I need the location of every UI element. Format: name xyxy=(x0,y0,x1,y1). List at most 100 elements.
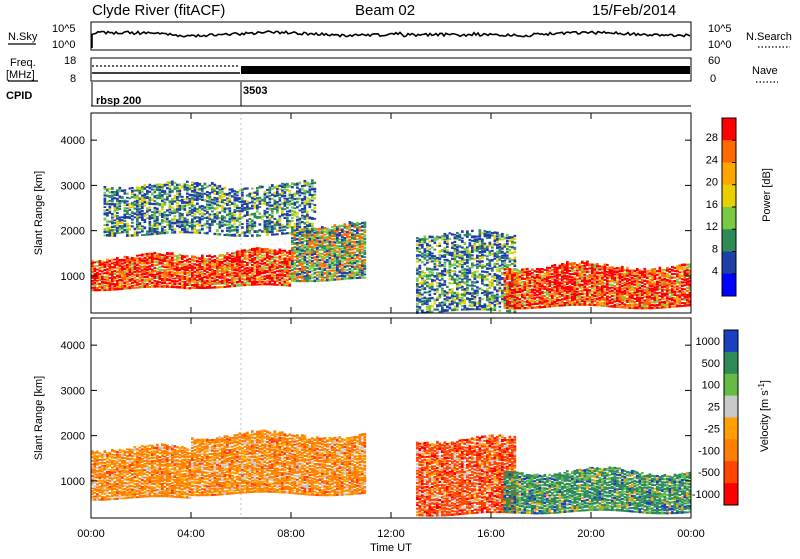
range-cell xyxy=(621,283,624,285)
range-cell xyxy=(416,258,419,260)
range-cell xyxy=(286,258,289,261)
range-cell xyxy=(479,229,482,232)
range-cell xyxy=(141,262,144,265)
range-cell xyxy=(519,270,522,272)
range-cell xyxy=(454,234,457,236)
range-cell xyxy=(534,307,537,309)
range-cell xyxy=(249,266,252,268)
range-cell xyxy=(654,275,657,278)
range-cell xyxy=(686,264,689,266)
range-cell xyxy=(149,278,152,280)
range-cell xyxy=(191,280,194,282)
range-cell xyxy=(636,294,639,296)
range-cell xyxy=(494,304,497,307)
range-cell xyxy=(174,186,177,188)
range-cell xyxy=(251,248,254,251)
range-cell xyxy=(136,260,139,263)
station-title: Clyde River (fitACF) xyxy=(92,2,225,19)
range-cell xyxy=(444,290,447,292)
range-cell xyxy=(359,223,362,225)
range-cell xyxy=(534,280,537,282)
range-cell xyxy=(469,292,472,295)
range-cell xyxy=(106,282,109,285)
range-cell xyxy=(496,280,499,283)
range-cell xyxy=(684,270,687,273)
range-cell xyxy=(279,257,282,260)
range-cell xyxy=(456,252,459,254)
range-cell xyxy=(219,201,222,203)
range-cell xyxy=(226,282,229,285)
range-cell xyxy=(314,218,317,220)
range-cell xyxy=(279,220,282,223)
range-cell xyxy=(124,453,127,456)
range-cell xyxy=(106,289,109,291)
range-cell xyxy=(614,288,617,291)
range-cell xyxy=(296,260,299,263)
range-cell xyxy=(131,222,134,224)
range-cell xyxy=(101,270,104,272)
range-cell xyxy=(139,211,142,213)
range-cell xyxy=(271,272,274,274)
range-cell xyxy=(264,248,267,251)
range-cell xyxy=(494,266,497,268)
range-cell xyxy=(361,272,364,274)
range-cell xyxy=(224,193,227,195)
range-cell xyxy=(169,220,172,222)
range-cell xyxy=(521,269,524,271)
range-cell xyxy=(104,459,107,461)
range-cell xyxy=(444,241,447,244)
range-cell xyxy=(579,287,582,289)
range-cell xyxy=(186,204,189,207)
range-cell xyxy=(236,259,239,262)
range-cell xyxy=(514,304,517,307)
range-cell xyxy=(329,260,332,262)
range-cell xyxy=(229,207,232,209)
range-cell xyxy=(346,249,349,252)
range-cell xyxy=(514,299,517,301)
range-cell xyxy=(289,282,292,284)
range-cell xyxy=(234,196,237,199)
range-cell xyxy=(246,273,249,276)
range-cell xyxy=(201,268,204,270)
range-cell xyxy=(154,212,157,214)
range-cell xyxy=(126,216,129,219)
range-cell xyxy=(289,194,292,197)
range-cell xyxy=(164,202,167,204)
range-cell xyxy=(249,268,252,271)
range-cell xyxy=(349,221,352,224)
range-cell xyxy=(161,232,164,235)
range-cell xyxy=(176,202,179,204)
range-cell xyxy=(334,227,337,229)
range-cell xyxy=(454,292,457,295)
range-cell xyxy=(281,207,284,210)
range-cell xyxy=(439,302,442,304)
range-cell xyxy=(416,272,419,275)
range-cell xyxy=(444,264,447,267)
range-cell xyxy=(441,288,444,290)
range-cell xyxy=(676,273,679,275)
range-cell xyxy=(449,297,452,300)
range-cell xyxy=(136,452,139,454)
range-cell xyxy=(329,229,332,231)
range-cell xyxy=(479,246,482,248)
range-cell xyxy=(109,288,112,291)
range-cell xyxy=(201,212,204,215)
freq-label-line1: Freq. xyxy=(10,57,36,69)
range-cell xyxy=(664,289,667,291)
range-cell xyxy=(151,486,154,489)
range-cell xyxy=(564,274,567,277)
range-cell xyxy=(251,213,254,215)
range-cell xyxy=(139,276,142,278)
range-cell xyxy=(209,274,212,277)
range-cell xyxy=(146,275,149,278)
range-cell xyxy=(479,273,482,275)
range-cell xyxy=(164,203,167,206)
range-cell xyxy=(271,258,274,261)
range-cell xyxy=(114,205,117,207)
range-cell xyxy=(464,288,467,291)
range-cell xyxy=(96,261,99,264)
range-cell xyxy=(271,208,274,210)
range-cell xyxy=(134,489,137,491)
range-cell xyxy=(284,217,287,219)
range-cell xyxy=(184,201,187,204)
